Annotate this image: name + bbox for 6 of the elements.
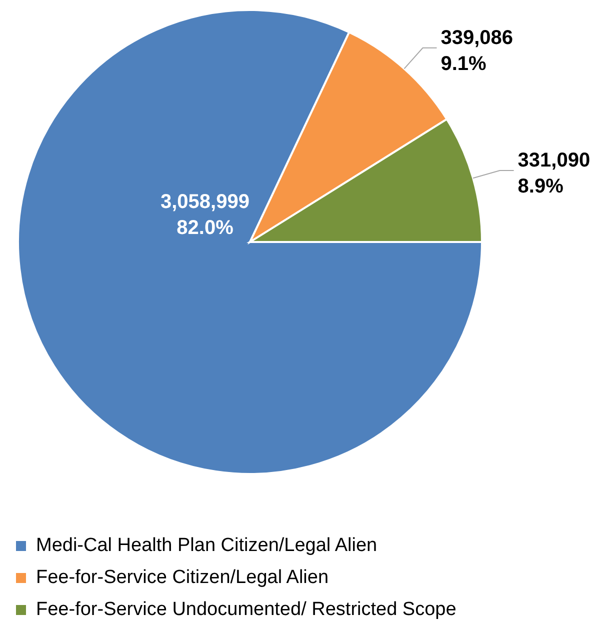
legend-label: Fee-for-Service Citizen/Legal Alien	[36, 567, 329, 589]
data-label: 331,090 8.9%	[518, 149, 590, 198]
data-label: 339,086 9.1%	[440, 26, 514, 75]
legend-label: Fee-for-Service Undocumented/ Restricted Scope	[36, 599, 456, 621]
legend-label: Medi-Cal Health Plan Citizen/Legal Alien	[36, 535, 378, 557]
data-label: 3,058,999 82.0%	[160, 191, 250, 239]
